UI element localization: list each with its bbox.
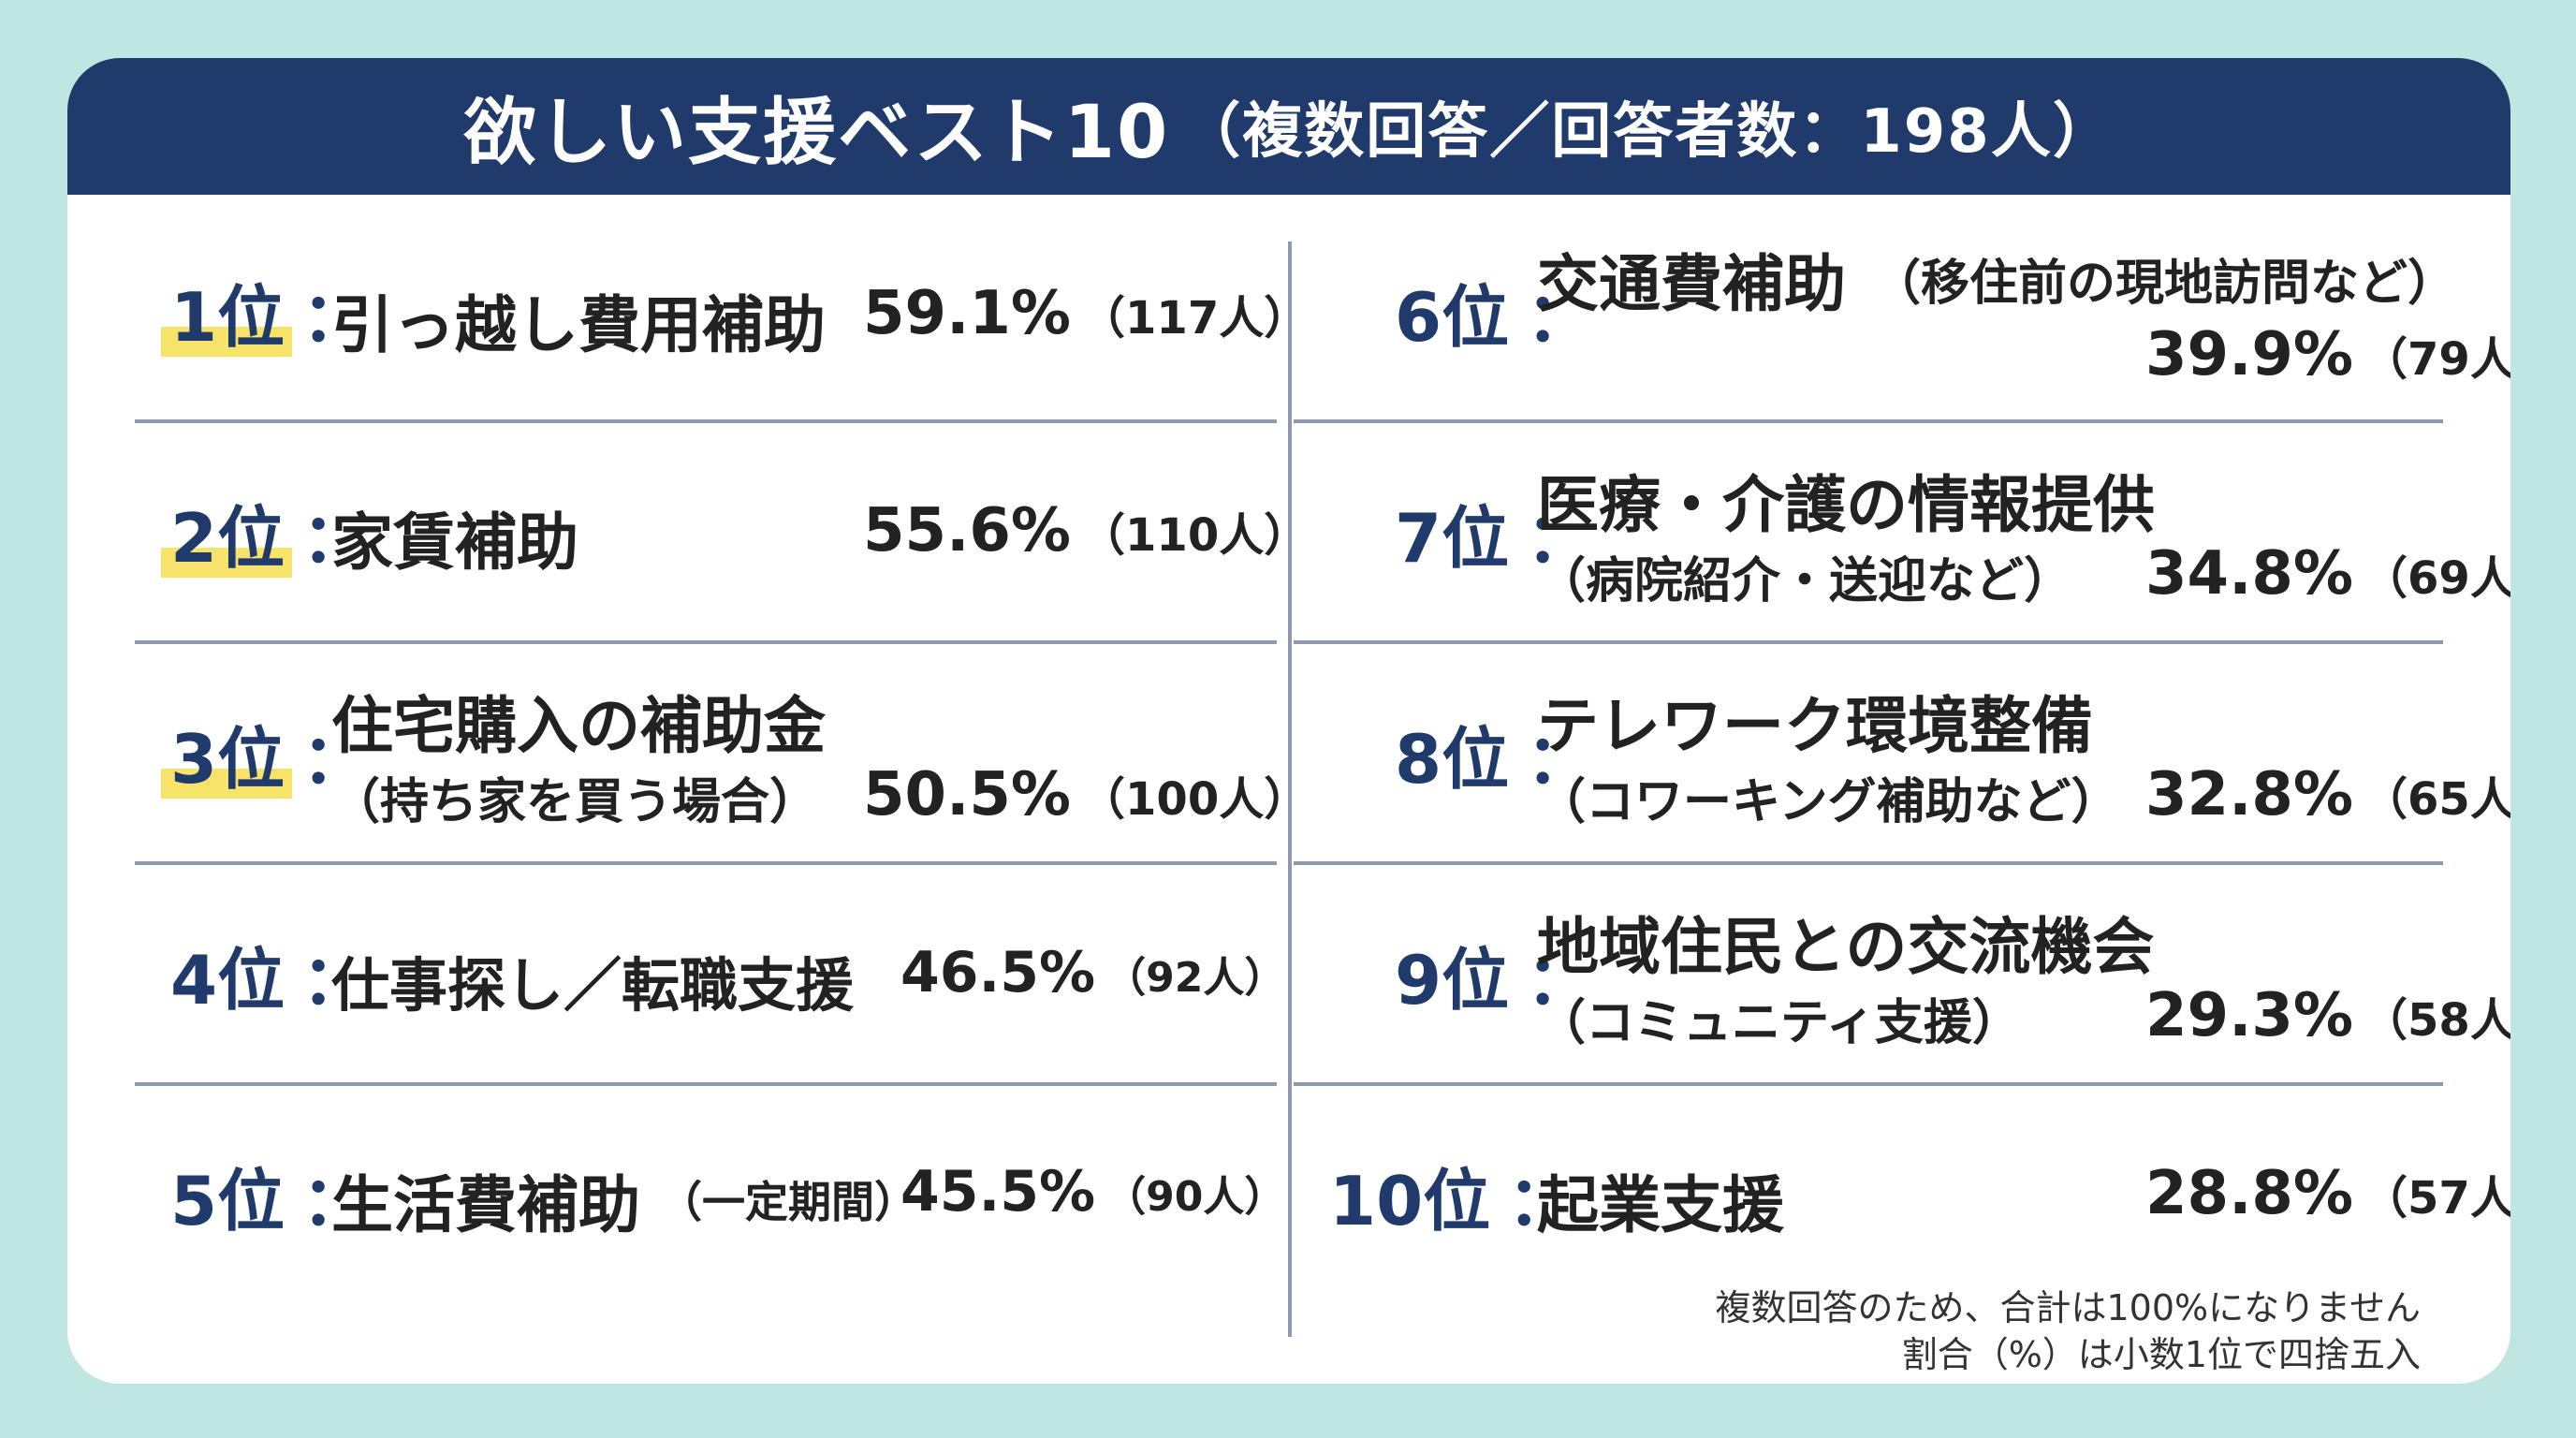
rank-label: 5位： [170, 1084, 369, 1305]
footnote-1: 複数回答のため、合計は100%になりません [1715, 1287, 2422, 1328]
item-count: （100人） [1080, 773, 1310, 826]
item-stat: 28.8%（57人） [2145, 1159, 2510, 1228]
rank-number: 4位 [170, 940, 285, 1020]
item-note: （持ち家を買う場合） [331, 774, 819, 830]
item-count: （79人） [2363, 333, 2510, 386]
item-percentage: 32.8% [2145, 760, 2354, 829]
item-note: （病院紹介・送迎など） [1537, 553, 2073, 609]
item-count: （117人） [1080, 292, 1310, 345]
ranking-item-1: 1位： 引っ越し費用補助 59.1% （117人） [67, 200, 1309, 421]
item-count: （69人） [2363, 552, 2510, 605]
rank-label: 6位： [1395, 200, 1593, 421]
row-divider [135, 640, 1277, 644]
rank-number: 10位 [1329, 1161, 1491, 1240]
survey-card: 欲しい支援ベスト10 （複数回答／回答者数：198人） 1位： 引っ越し費用補助… [67, 58, 2510, 1384]
ranking-item-6: 6位： 交通費補助 （移住前の現地訪問など） 39.9%（79人） [1292, 200, 2510, 421]
item-percentage: 34.8% [2145, 539, 2354, 609]
item-stat: 59.1% （117人） [863, 279, 1309, 348]
rank-number: 9位 [1395, 940, 1510, 1020]
item-label: 住宅購入の補助金 [331, 690, 826, 762]
item-stat: 55.6% （110人） [863, 496, 1309, 565]
item-count: （58人） [2363, 994, 2510, 1047]
ranking-item-9: 9位： 地域住民との交流機会 （コミュニティ支援） 29.3%（58人） [1292, 863, 2510, 1084]
footnote-2: 割合（%）は小数1位で四捨五入 [1901, 1334, 2421, 1375]
rank-label: 1位： [160, 200, 369, 421]
row-divider [135, 419, 1277, 423]
item-percentage: 59.1% [863, 279, 1072, 348]
row-divider [135, 1082, 1277, 1086]
item-count: （92人） [1105, 954, 1286, 1002]
item-count: （90人） [1105, 1173, 1286, 1221]
rank-label: 7位： [1395, 421, 1593, 642]
item-count: （110人） [1080, 509, 1310, 562]
rank-number: 7位 [1395, 498, 1510, 578]
ranking-item-3: 3位： 住宅購入の補助金 （持ち家を買う場合） 50.5% （100人） [67, 642, 1309, 863]
ranking-item-5: 5位： 生活費補助 （一定期間） 45.5% （90人） [67, 1084, 1285, 1305]
item-label: テレワーク環境整備 [1537, 690, 2093, 762]
item-label: 引っ越し費用補助 [331, 289, 826, 361]
item-note: （一定期間） [659, 1177, 917, 1227]
item-label: 家賃補助 [331, 506, 578, 579]
page-title: 欲しい支援ベスト10 [463, 91, 1170, 175]
rank-label: 10位： [1329, 1084, 1574, 1305]
page-subtitle: （複数回答／回答者数：198人） [1180, 97, 2115, 167]
item-label: 起業支援 [1537, 1169, 1784, 1241]
item-label: 医療・介護の情報提供 [1537, 469, 2155, 541]
item-label: 交通費補助 [1537, 248, 1846, 320]
rank-number: 3位 [160, 704, 293, 802]
item-count: （65人） [2363, 773, 2510, 826]
item-note: （移住前の現地訪問など） [1872, 256, 2457, 312]
item-stat: 34.8%（69人） [2145, 539, 2510, 609]
item-percentage: 28.8% [2145, 1159, 2354, 1228]
item-label: 生活費補助 [331, 1169, 640, 1241]
column-divider [1288, 242, 1292, 1337]
rank-label: 3位： [160, 642, 369, 863]
item-stat: 29.3%（58人） [2145, 981, 2510, 1050]
item-percentage: 29.3% [2145, 981, 2354, 1050]
row-divider [1294, 419, 2443, 423]
item-note: （コミュニティ支援） [1537, 995, 2021, 1051]
row-divider [1294, 640, 2443, 644]
item-percentage: 45.5% [900, 1159, 1096, 1225]
item-count: （57人） [2363, 1172, 2510, 1225]
ranking-item-4: 4位： 仕事探し／転職支援 46.5% （92人） [67, 863, 1285, 1084]
row-divider [135, 861, 1277, 865]
rank-number: 2位 [160, 483, 293, 581]
row-divider [1294, 1082, 2443, 1086]
card-header: 欲しい支援ベスト10 （複数回答／回答者数：198人） [67, 58, 2510, 195]
item-stat: 32.8%（65人） [2145, 760, 2510, 829]
item-percentage: 50.5% [863, 760, 1072, 829]
item-percentage: 46.5% [900, 940, 1096, 1005]
ranking-item-8: 8位： テレワーク環境整備 （コワーキング補助など） 32.8%（65人） [1292, 642, 2510, 863]
rank-number: 6位 [1395, 277, 1510, 357]
item-stat: 45.5% （90人） [900, 1159, 1285, 1225]
item-note: （コワーキング補助など） [1537, 774, 2120, 830]
rank-label: 9位： [1395, 863, 1593, 1084]
rank-number: 8位 [1395, 719, 1510, 799]
item-label: 地域住民との交流機会 [1537, 911, 2155, 983]
item-percentage: 55.6% [863, 496, 1072, 565]
rank-number: 5位 [170, 1161, 285, 1240]
ranking-item-7: 7位： 医療・介護の情報提供 （病院紹介・送迎など） 34.8%（69人） [1292, 421, 2510, 642]
ranking-item-10: 10位： 起業支援 28.8%（57人） [1292, 1084, 2510, 1305]
rank-number: 1位 [160, 262, 293, 360]
row-divider [1294, 861, 2443, 865]
rank-label: 4位： [170, 863, 369, 1084]
rank-label: 2位： [160, 421, 369, 642]
rank-label: 8位： [1395, 642, 1593, 863]
ranking-item-2: 2位： 家賃補助 55.6% （110人） [67, 421, 1309, 642]
item-label: 仕事探し／転職支援 [331, 951, 855, 1020]
item-stat: 39.9%（79人） [2145, 320, 2510, 389]
item-stat: 46.5% （92人） [900, 940, 1285, 1005]
item-percentage: 39.9% [2145, 320, 2354, 389]
item-stat: 50.5% （100人） [863, 760, 1309, 829]
